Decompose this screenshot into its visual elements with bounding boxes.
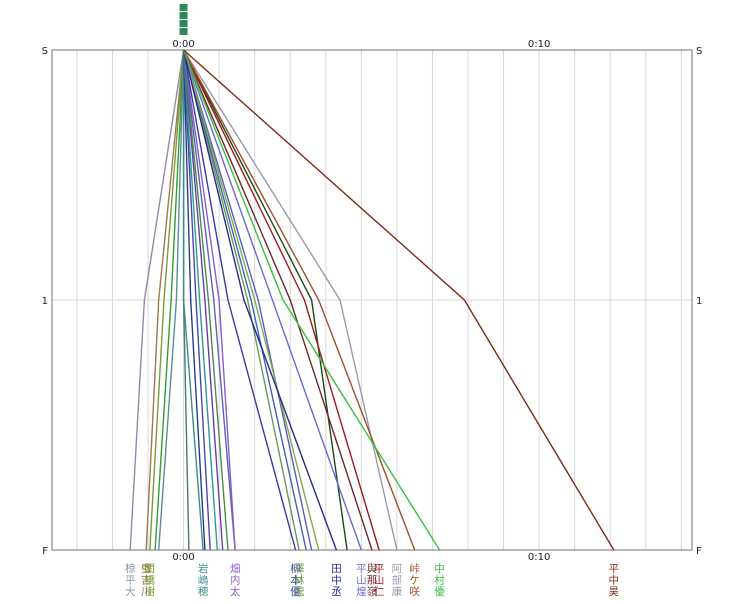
y-label-left: F (42, 546, 48, 557)
runner-name-char: 山 (374, 575, 385, 587)
runner-line (182, 49, 348, 551)
runner-name-char: 仁 (374, 586, 385, 598)
runner-line (182, 49, 218, 551)
runner-name-char: 龍 (294, 585, 305, 598)
runner-name-char: 康 (392, 585, 403, 598)
runner-line (158, 49, 185, 551)
runner-name-char: 本 (290, 574, 301, 587)
marker-block (179, 28, 188, 35)
runner-line (182, 49, 416, 551)
runner-line (145, 49, 185, 551)
runner-name-char: 中 (609, 574, 620, 587)
y-label-left: S (42, 46, 48, 57)
runner-line (182, 49, 380, 551)
runner-name-char: 平 (125, 575, 136, 587)
runner-name-char: 平 (356, 563, 367, 575)
runner-name-char: 平 (374, 563, 385, 575)
runner-line (182, 49, 224, 551)
runner-name-char: 阿 (392, 563, 403, 575)
runner-line (182, 49, 362, 551)
runner-name-char: 澤 (294, 563, 305, 575)
runner-name-char: 山 (356, 575, 367, 587)
runner-name-char: 吉 (141, 575, 152, 587)
y-label-right: 1 (696, 296, 702, 307)
runner-line (182, 49, 211, 551)
runner-name-char: 穂 (198, 585, 209, 598)
runner-name-char: 峠 (409, 562, 420, 575)
start-marker (179, 4, 188, 35)
runner-line (182, 49, 338, 551)
runner-line (182, 49, 313, 551)
runner-name-char: 昊 (609, 586, 620, 598)
runner-name-char: 岩 (198, 562, 209, 575)
bottom-tick-label: 0:00 (172, 552, 194, 563)
runner-line (182, 49, 307, 551)
runner-line (182, 49, 236, 551)
runner-name-char: 嶺 (367, 586, 378, 598)
runner-line (182, 49, 297, 551)
marker-block (179, 12, 188, 19)
y-label-left: 1 (42, 296, 48, 307)
runner-name-char: 平 (609, 563, 620, 575)
runner-line (182, 49, 300, 551)
runner-lines (129, 49, 615, 551)
runner-name-char: 丞 (331, 586, 342, 598)
runner-name-char: 内 (230, 574, 241, 587)
marker-block (179, 20, 188, 27)
top-tick-label: 0:00 (172, 39, 194, 50)
runner-name-char: 田 (331, 563, 342, 575)
runner-name-char: ケ (409, 575, 420, 587)
runner-name-char: 中 (331, 574, 342, 587)
runner-name-char: 橋 (145, 574, 156, 587)
runner-line (182, 49, 373, 551)
top-time-axis: 0:00 0:10 (172, 39, 550, 50)
runner-line (182, 49, 206, 551)
runner-name-char: 與 (367, 562, 378, 575)
runner-name-char: 椋 (125, 562, 136, 575)
runner-name-char: 畑 (230, 562, 241, 575)
runner-line (182, 49, 229, 551)
runner-line (182, 49, 236, 551)
runner-name-char: 大 (125, 585, 136, 598)
bottom-time-axis: 0:00 0:10 (172, 552, 550, 563)
runner-name-char: 林 (294, 574, 305, 587)
y-axis-labels: S S 1 1 F F (42, 46, 703, 557)
runner-name-char: 那 (367, 575, 378, 587)
runner-name-char: 柳 (290, 562, 301, 575)
runner-name-char: 璧 (141, 562, 152, 575)
y-label-right: F (696, 546, 702, 557)
runner-name-labels: 椋平大璧吉川閏橋樹岩嶋穂畑内太柳本優澤林龍田中丞平山煌與那嶺平山仁阿部康峠ケ咲中… (125, 562, 620, 598)
runner-line (183, 49, 398, 551)
runner-name-char: 優 (434, 585, 445, 598)
runner-line (182, 49, 441, 551)
runner-line (149, 49, 185, 551)
runner-name-char: 川 (141, 586, 152, 598)
runner-line (154, 49, 185, 551)
runner-name-char: 太 (230, 585, 241, 598)
runner-name-char: 煌 (356, 585, 367, 598)
runner-name-char: 村 (434, 574, 445, 587)
marker-block (179, 4, 188, 11)
runner-line (182, 49, 320, 551)
runner-name-char: 閏 (145, 563, 156, 575)
runner-name-char: 咲 (409, 585, 420, 598)
runner-line (182, 50, 204, 551)
runner-name-char: 優 (290, 585, 301, 598)
runner-line (129, 49, 185, 551)
top-tick-label: 0:10 (528, 39, 550, 50)
runner-name-char: 中 (434, 562, 445, 575)
bottom-tick-label: 0:10 (528, 552, 550, 563)
runner-name-char: 部 (392, 574, 403, 587)
runner-name-char: 嶋 (198, 574, 209, 587)
runner-line (183, 49, 615, 551)
y-label-right: S (696, 46, 702, 57)
runner-name-char: 樹 (145, 585, 156, 598)
